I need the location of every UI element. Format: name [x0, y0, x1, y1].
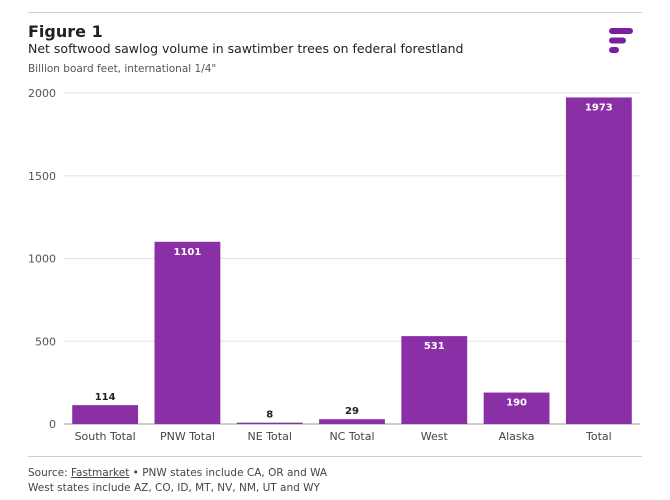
- bars: 114 1101 8 29 531 190 1973: [72, 97, 632, 424]
- y-tick-label: 0: [49, 418, 56, 431]
- x-tick-label: Alaska: [499, 430, 535, 443]
- top-rule: [28, 12, 642, 13]
- figure-label: Figure 1: [28, 22, 103, 41]
- fastmarkets-logo-icon: [609, 28, 633, 53]
- bar: [401, 336, 468, 424]
- x-axis-ticks: South Total PNW Total NE Total NC Total West…: [75, 430, 612, 443]
- bar: [236, 422, 303, 424]
- y-tick-label: 500: [35, 335, 56, 348]
- source-prefix: Source:: [28, 467, 68, 479]
- bar: [72, 405, 139, 424]
- source-link[interactable]: Fastmarket: [70, 467, 130, 479]
- data-label: 29: [345, 406, 359, 417]
- y-tick-label: 2000: [28, 87, 56, 100]
- source-note: Source: Fastmarket • PNW states include …: [28, 466, 327, 496]
- west-states-note: West states include AZ, CO, ID, MT, NV, …: [28, 482, 320, 494]
- x-tick-label: PNW Total: [160, 430, 215, 443]
- data-label: 531: [424, 341, 445, 352]
- bar: [319, 419, 385, 424]
- x-tick-label: Total: [585, 430, 612, 443]
- grid-lines: [64, 92, 640, 425]
- data-label: 114: [95, 392, 116, 403]
- bar-chart: 0 500 1000 1500 2000 114 1101 8 29 531 190 1973 So…: [28, 87, 640, 443]
- data-label: 1101: [174, 247, 202, 258]
- data-label: 1973: [585, 102, 613, 113]
- y-axis-ticks: 0 500 1000 1500 2000: [28, 87, 56, 431]
- x-tick-label: West: [421, 430, 449, 443]
- data-label: 190: [506, 398, 527, 409]
- y-tick-label: 1000: [28, 253, 56, 266]
- chart-title: Net softwood sawlog volume in sawtimber …: [28, 41, 464, 56]
- x-tick-label: South Total: [75, 430, 136, 443]
- x-tick-label: NC Total: [329, 430, 374, 443]
- bar: [483, 392, 550, 424]
- source-rest: • PNW states include CA, OR and WA: [132, 467, 328, 479]
- y-tick-label: 1500: [28, 170, 56, 183]
- bar: [154, 241, 221, 424]
- x-tick-label: NE Total: [248, 430, 292, 443]
- source-line: Source: Fastmarket • PNW states include …: [28, 466, 327, 481]
- data-label: 8: [266, 410, 273, 421]
- bar: [565, 97, 632, 424]
- bottom-rule: [28, 456, 642, 457]
- chart-subtitle: Billion board feet, international 1/4": [28, 63, 217, 75]
